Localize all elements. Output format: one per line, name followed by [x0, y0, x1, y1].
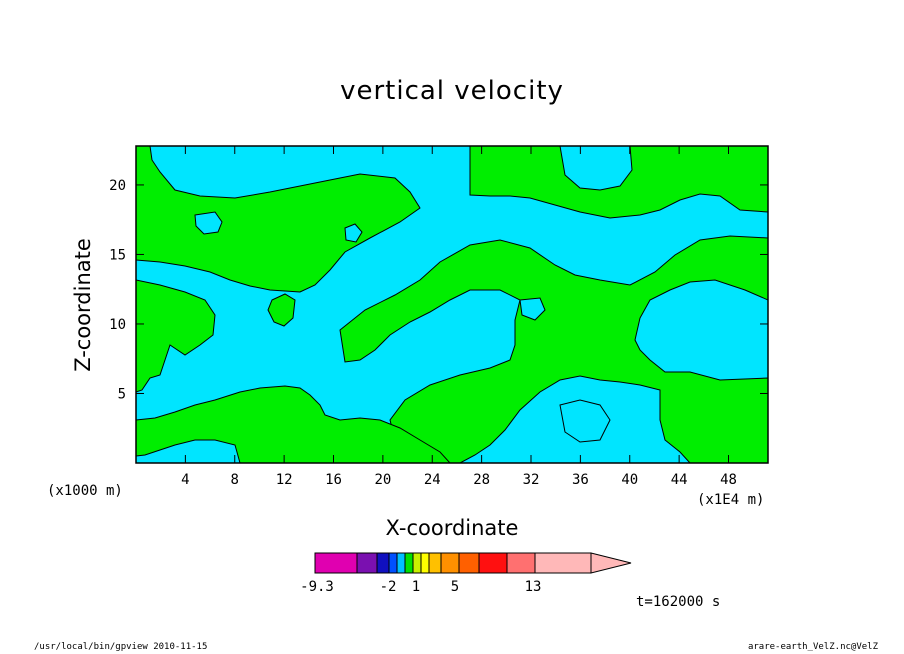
region-upper-left-band — [136, 146, 421, 293]
chart-title: vertical velocity — [340, 76, 564, 106]
region-left-lobe — [136, 279, 216, 393]
time-label: t=162000 s — [636, 594, 721, 610]
colorbar-label: 13 — [525, 579, 542, 595]
x-tick-label: 32 — [523, 472, 540, 488]
region-lower-left-band — [136, 385, 451, 463]
colorbar-swatch — [388, 552, 398, 574]
x-tick-label: 24 — [424, 472, 441, 488]
x-tick-label: 20 — [374, 472, 391, 488]
contour-regions — [136, 146, 768, 463]
y-tick-label: 5 — [118, 386, 126, 402]
colorbar-swatch — [376, 552, 390, 574]
x-tick-label: 44 — [671, 472, 688, 488]
y-tick-label: 15 — [109, 247, 126, 263]
colorbar-swatch — [506, 552, 536, 574]
colorbar-label: -2 — [380, 579, 397, 595]
x-axis-unit: (x1000 m) — [47, 483, 123, 499]
x-tick-label: 12 — [276, 472, 293, 488]
x-tick-label: 28 — [473, 472, 490, 488]
y-tick-label: 20 — [109, 178, 126, 194]
footer-program-info: /usr/local/bin/gpview 2010-11-15 — [34, 642, 208, 652]
footer-file-info: arare-earth_VelZ.nc@VelZ — [747, 642, 878, 652]
colorbar-swatch — [404, 552, 414, 574]
x-tick-label: 8 — [231, 472, 239, 488]
y-axis-label: Z-coordinate — [71, 238, 95, 372]
hole-arch-1 — [519, 297, 546, 321]
x-tick-label: 36 — [572, 472, 589, 488]
colorbar-swatch — [534, 552, 592, 574]
colorbar-label: 1 — [412, 579, 420, 595]
x-tick-label: 40 — [621, 472, 638, 488]
hole-left-1 — [194, 211, 223, 235]
colorbar-label: 5 — [451, 579, 459, 595]
colorbar-swatch — [440, 552, 460, 574]
colorbar-label: -9.3 — [300, 579, 334, 595]
region-central-arch — [339, 235, 768, 463]
x-tick-label: 4 — [181, 472, 189, 488]
hole-upper-right — [559, 146, 633, 191]
x-axis-scale-note: (x1E4 m) — [697, 492, 765, 508]
plot-frame — [135, 145, 769, 464]
colorbar-swatch — [420, 552, 430, 574]
x-tick-label: 16 — [325, 472, 342, 488]
colorbar-swatch — [412, 552, 422, 574]
x-axis-label: X-coordinate — [385, 516, 519, 540]
blob-left — [267, 293, 296, 327]
colorbar-arrow — [590, 552, 632, 574]
colorbar-swatch — [314, 552, 358, 574]
colorbar-swatch — [356, 552, 378, 574]
colorbar-swatch — [428, 552, 442, 574]
hole-center-1 — [344, 223, 363, 243]
x-tick-label: 48 — [720, 472, 737, 488]
colorbar-swatch — [458, 552, 480, 574]
hole-lower-center — [559, 399, 611, 443]
y-tick-label: 10 — [109, 317, 126, 333]
colorbar-swatch — [478, 552, 508, 574]
colorbar-swatch — [396, 552, 406, 574]
